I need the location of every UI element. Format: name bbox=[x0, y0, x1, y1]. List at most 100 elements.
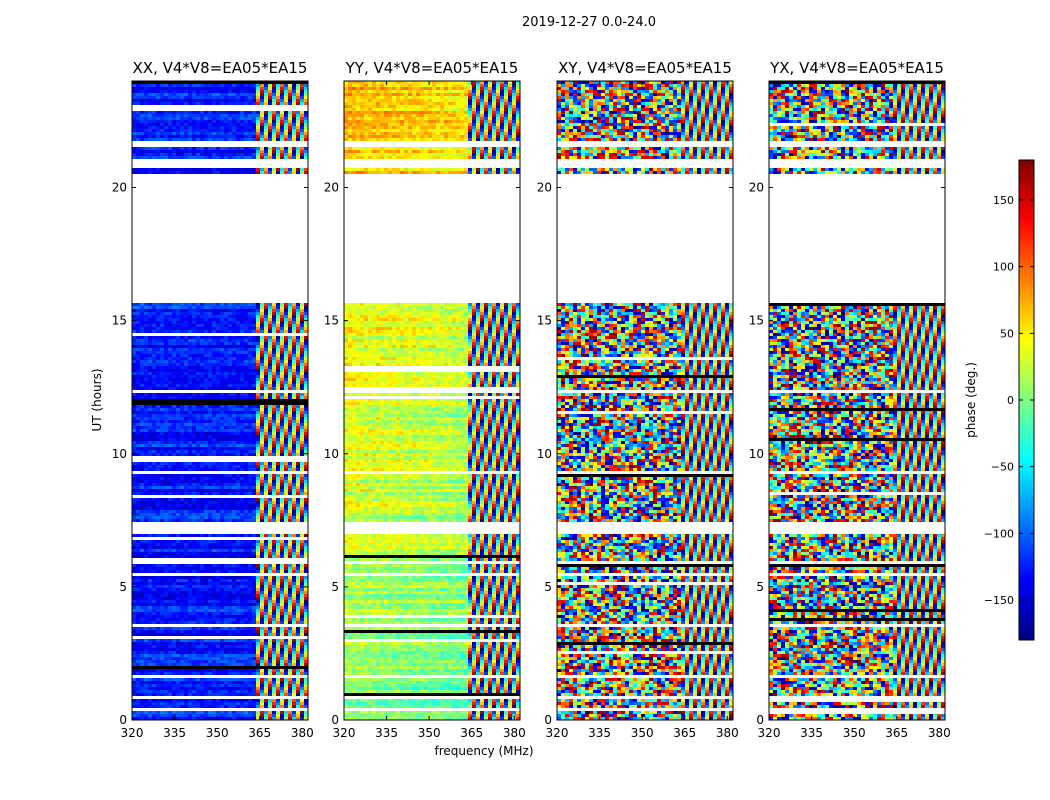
heatmap-cell bbox=[140, 150, 144, 153]
heatmap-cell bbox=[296, 135, 300, 138]
heatmap-cell bbox=[268, 99, 272, 102]
heatmap-cell bbox=[148, 120, 152, 123]
heatmap-cell bbox=[136, 93, 140, 96]
heatmap-cell bbox=[136, 96, 140, 99]
heatmap-cell bbox=[220, 102, 224, 105]
heatmap-cell bbox=[152, 96, 156, 99]
heatmap-cell bbox=[236, 93, 240, 96]
heatmap-cell bbox=[256, 102, 260, 105]
heatmap-cell bbox=[272, 171, 276, 174]
heatmap-cell bbox=[304, 309, 308, 312]
heatmap-cell bbox=[300, 102, 304, 105]
heatmap-cell bbox=[176, 87, 180, 90]
heatmap-cell bbox=[252, 171, 256, 174]
heatmap-cell bbox=[236, 171, 240, 174]
heatmap-cell bbox=[152, 87, 156, 90]
heatmap-cell bbox=[240, 111, 244, 114]
heatmap-cell bbox=[208, 138, 212, 141]
heatmap-cell bbox=[252, 135, 256, 138]
heatmap-cell bbox=[132, 129, 136, 132]
heatmap-cell bbox=[216, 120, 220, 123]
heatmap-cell bbox=[208, 96, 212, 99]
heatmap-cell bbox=[156, 315, 160, 318]
heatmap-cell bbox=[180, 126, 184, 129]
heatmap-cell bbox=[264, 117, 268, 120]
heatmap-cell bbox=[240, 84, 244, 87]
heatmap-cell bbox=[220, 147, 224, 150]
heatmap-cell bbox=[216, 87, 220, 90]
heatmap-cell bbox=[180, 102, 184, 105]
heatmap-cell bbox=[280, 135, 284, 138]
heatmap-cell bbox=[248, 114, 252, 117]
heatmap-cell bbox=[264, 84, 268, 87]
heatmap-cell bbox=[184, 150, 188, 153]
heatmap-cell bbox=[140, 84, 144, 87]
heatmap-cell bbox=[176, 138, 180, 141]
heatmap-cell bbox=[252, 90, 256, 93]
heatmap-cell bbox=[172, 114, 176, 117]
heatmap-cell bbox=[216, 138, 220, 141]
heatmap-cell bbox=[264, 126, 268, 129]
heatmap-cell bbox=[296, 99, 300, 102]
heatmap-row bbox=[132, 150, 308, 153]
heatmap-cell bbox=[252, 312, 256, 315]
heatmap-cell bbox=[276, 117, 280, 120]
heatmap-cell bbox=[204, 90, 208, 93]
heatmap-cell bbox=[200, 84, 204, 87]
heatmap-cell bbox=[200, 117, 204, 120]
heatmap-cell bbox=[184, 114, 188, 117]
heatmap-cell bbox=[244, 309, 248, 312]
heatmap-cell bbox=[264, 153, 268, 156]
heatmap-cell bbox=[172, 126, 176, 129]
heatmap-cell bbox=[168, 117, 172, 120]
heatmap-cell bbox=[288, 93, 292, 96]
heatmap-cell bbox=[304, 117, 308, 120]
heatmap-cell bbox=[156, 102, 160, 105]
heatmap-cell bbox=[236, 117, 240, 120]
heatmap-cell bbox=[232, 120, 236, 123]
heatmap-cell bbox=[132, 147, 136, 150]
heatmap-cell bbox=[288, 156, 292, 159]
heatmap-cell bbox=[140, 96, 144, 99]
heatmap-cell bbox=[280, 99, 284, 102]
heatmap-cell bbox=[252, 123, 256, 126]
heatmap-row bbox=[132, 114, 308, 117]
heatmap-cell bbox=[300, 93, 304, 96]
heatmap-cell bbox=[144, 111, 148, 114]
heatmap-cell bbox=[292, 111, 296, 114]
heatmap-cell bbox=[152, 171, 156, 174]
heatmap-cell bbox=[280, 306, 284, 309]
heatmap-cell bbox=[176, 99, 180, 102]
heatmap-cell bbox=[280, 93, 284, 96]
heatmap-cell bbox=[236, 135, 240, 138]
heatmap-cell bbox=[260, 117, 264, 120]
heatmap-cell bbox=[192, 147, 196, 150]
heatmap-cell bbox=[180, 129, 184, 132]
heatmap-cell bbox=[176, 102, 180, 105]
heatmap-cell bbox=[160, 126, 164, 129]
heatmap-cell bbox=[280, 114, 284, 117]
heatmap-cell bbox=[148, 129, 152, 132]
heatmap-row bbox=[132, 156, 308, 159]
heatmap-cell bbox=[188, 99, 192, 102]
heatmap-cell bbox=[184, 96, 188, 99]
heatmap-cell bbox=[140, 303, 144, 306]
heatmap-cell bbox=[152, 93, 156, 96]
heatmap-cell bbox=[148, 84, 152, 87]
heatmap-cell bbox=[288, 150, 292, 153]
heatmap-row bbox=[132, 87, 308, 90]
heatmap-cell bbox=[176, 309, 180, 312]
heatmap-cell bbox=[248, 153, 252, 156]
heatmap-cell bbox=[156, 87, 160, 90]
heatmap-cell bbox=[208, 156, 212, 159]
heatmap-cell bbox=[180, 306, 184, 309]
heatmap-cell bbox=[184, 138, 188, 141]
heatmap-cell bbox=[148, 114, 152, 117]
heatmap-cell bbox=[232, 126, 236, 129]
heatmap-cell bbox=[276, 147, 280, 150]
heatmap-cell bbox=[168, 87, 172, 90]
heatmap-cell bbox=[132, 84, 136, 87]
heatmap-cell bbox=[184, 87, 188, 90]
heatmap-cell bbox=[144, 90, 148, 93]
heatmap-cell bbox=[156, 126, 160, 129]
